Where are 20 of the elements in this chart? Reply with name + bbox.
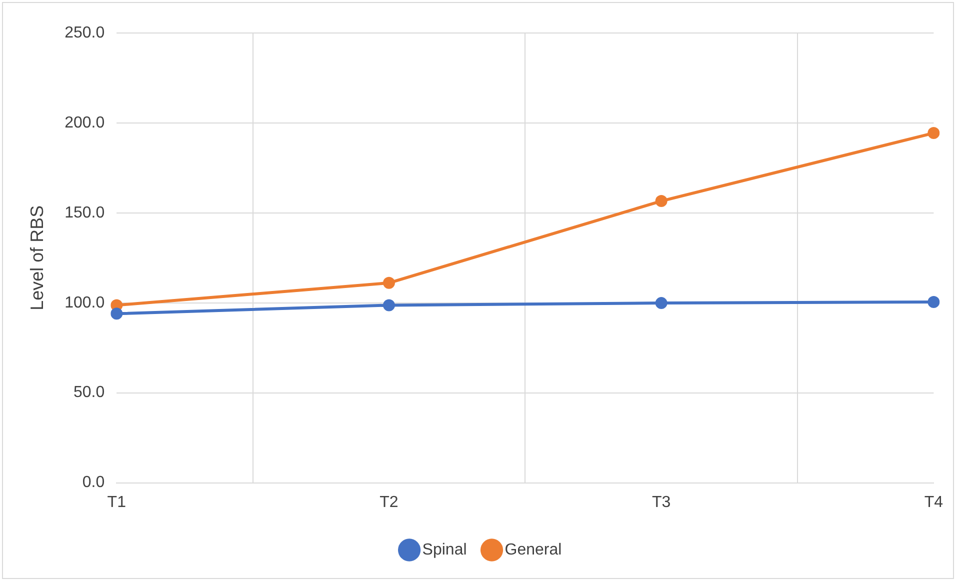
x-tick-label: T1 (107, 494, 126, 511)
point (655, 297, 668, 310)
y-axis-title: Level of RBS (26, 205, 47, 310)
point (928, 296, 940, 308)
point (928, 127, 940, 140)
point (382, 276, 395, 289)
y-tick-label: 50.0 (74, 384, 105, 402)
y-tick-label: 250.0 (64, 24, 105, 42)
point (655, 195, 668, 208)
y-tick-label: 200.0 (64, 114, 105, 132)
x-tick-label: T2 (380, 494, 398, 511)
legend-label: General (504, 541, 562, 558)
point (110, 308, 123, 320)
point (382, 299, 395, 312)
y-tick-label: 100.0 (64, 294, 105, 312)
x-tick-label: T3 (652, 494, 671, 511)
y-tick-label: 0.0 (82, 474, 105, 492)
x-tick-label: T4 (924, 494, 944, 511)
y-tick-label: 150.0 (64, 204, 105, 222)
legend-label: Spinal (422, 541, 467, 558)
